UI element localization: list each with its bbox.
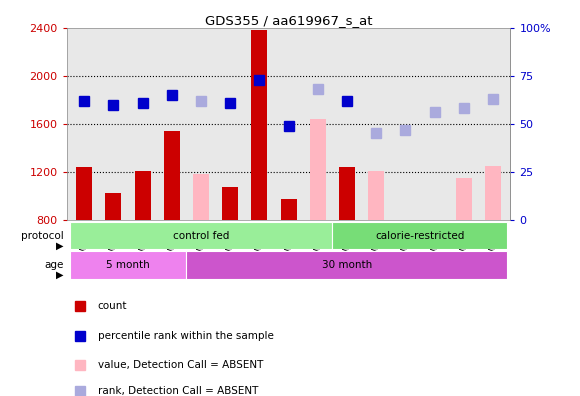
Bar bbox=[193, 174, 209, 220]
Title: GDS355 / aa619967_s_at: GDS355 / aa619967_s_at bbox=[205, 13, 372, 27]
Bar bbox=[70, 222, 332, 249]
Text: protocol: protocol bbox=[21, 230, 64, 241]
Text: ▶: ▶ bbox=[56, 240, 64, 251]
Bar bbox=[70, 251, 186, 279]
Bar bbox=[186, 251, 508, 279]
Bar bbox=[456, 178, 472, 220]
Bar bbox=[106, 193, 121, 220]
Bar bbox=[164, 131, 180, 220]
Bar bbox=[251, 30, 267, 220]
Text: age: age bbox=[45, 260, 64, 270]
Bar bbox=[339, 167, 355, 220]
Text: control fed: control fed bbox=[173, 230, 229, 241]
Bar bbox=[76, 167, 92, 220]
Bar bbox=[310, 119, 326, 220]
Text: count: count bbox=[98, 301, 127, 311]
Bar bbox=[332, 222, 508, 249]
Text: 30 month: 30 month bbox=[322, 260, 372, 270]
Bar bbox=[222, 187, 238, 220]
Bar bbox=[485, 166, 501, 220]
Text: calorie-restricted: calorie-restricted bbox=[375, 230, 465, 241]
Text: ▶: ▶ bbox=[56, 270, 64, 280]
Bar bbox=[135, 171, 151, 220]
Text: percentile rank within the sample: percentile rank within the sample bbox=[98, 331, 274, 341]
Text: 5 month: 5 month bbox=[106, 260, 150, 270]
Bar bbox=[281, 199, 296, 220]
Bar bbox=[368, 171, 384, 220]
Text: rank, Detection Call = ABSENT: rank, Detection Call = ABSENT bbox=[98, 386, 258, 396]
Text: value, Detection Call = ABSENT: value, Detection Call = ABSENT bbox=[98, 360, 263, 370]
